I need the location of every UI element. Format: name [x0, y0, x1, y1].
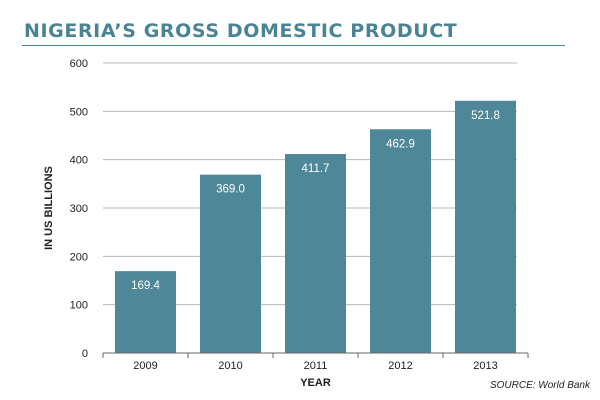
bar-value-label: 369.0: [216, 184, 245, 196]
bars: 169.4 369.0 411.7 462.9 521.8: [115, 100, 516, 354]
bar-value-label: 169.4: [131, 280, 160, 292]
bar-2011: [285, 154, 346, 353]
chart-title: NIGERIA’S GROSS DOMESTIC PRODUCT: [24, 20, 458, 42]
y-tick-label: 0: [82, 348, 88, 360]
x-tick-label: 2011: [304, 360, 328, 372]
x-tick-label: 2010: [218, 360, 242, 372]
title-underline: [22, 45, 565, 46]
bar-2012: [370, 129, 431, 353]
bar-2009: [115, 271, 176, 353]
x-axis-ticks: 2009 2010 2011 2012 2013: [102, 353, 529, 372]
bar-value-label: 411.7: [302, 163, 330, 175]
bar-value-label: 462.9: [386, 138, 415, 150]
bar-value-label: 521.8: [471, 110, 500, 122]
y-tick-label: 400: [70, 155, 88, 167]
source-note: SOURCE: World Bank: [489, 380, 590, 391]
x-axis-title: YEAR: [300, 377, 331, 389]
x-tick-label: 2013: [473, 360, 497, 372]
y-tick-label: 600: [70, 58, 88, 70]
y-axis-ticks: 0 100 200 300 400 500 600: [70, 58, 88, 360]
y-tick-label: 100: [70, 300, 88, 312]
y-tick-label: 500: [70, 106, 88, 118]
x-tick-label: 2012: [388, 360, 412, 372]
y-tick-label: 200: [70, 251, 88, 263]
y-axis-title: IN US BILLIONS: [43, 166, 55, 250]
y-tick-label: 300: [70, 203, 88, 215]
bar-2013: [455, 100, 516, 354]
x-tick-label: 2009: [133, 360, 157, 372]
bar-2010: [200, 174, 261, 353]
